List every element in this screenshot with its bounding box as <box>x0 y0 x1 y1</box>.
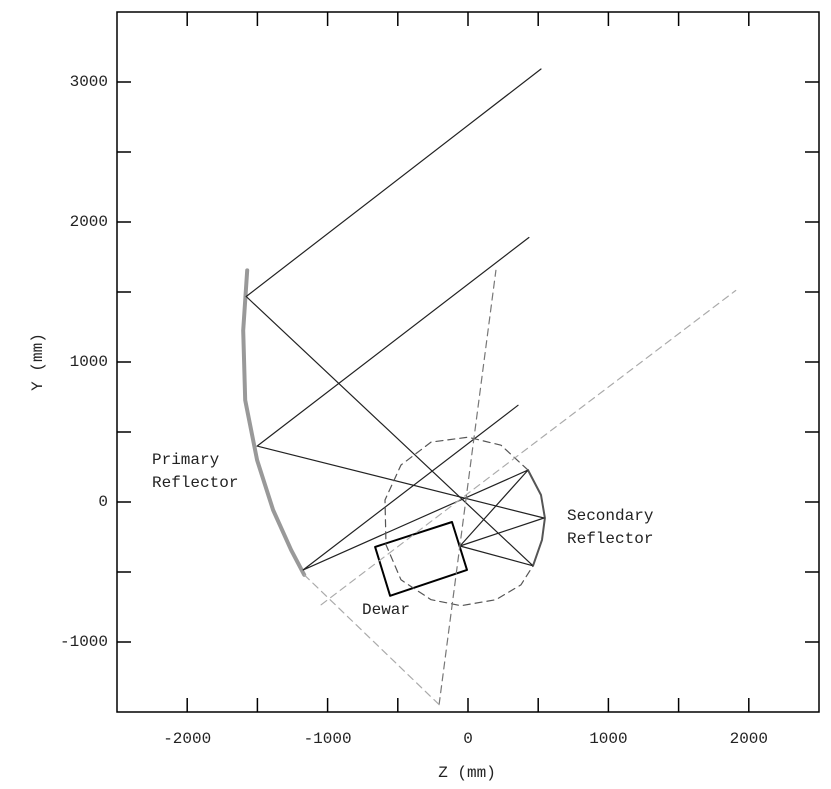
x-tick-label: 0 <box>463 730 473 748</box>
series-line <box>245 68 542 567</box>
annotation: Primary <box>152 451 220 469</box>
series-line <box>302 404 529 571</box>
series-line <box>384 436 534 607</box>
series-line <box>241 268 307 577</box>
plot-frame <box>116 11 820 713</box>
annotation: Reflector <box>152 474 238 492</box>
series-line <box>438 269 497 706</box>
y-tick-label: -1000 <box>60 633 108 651</box>
annotation: Dewar <box>362 601 410 619</box>
x-axis-label: Z (mm) <box>438 764 496 782</box>
series-line <box>527 469 546 567</box>
series-line <box>374 521 468 597</box>
series-line <box>320 289 737 606</box>
y-axis-label: Y (mm) <box>29 333 47 391</box>
annotation: Secondary <box>567 507 654 525</box>
y-tick-label: 0 <box>98 493 108 511</box>
x-tick-label: -2000 <box>163 730 211 748</box>
x-tick-label: 2000 <box>730 730 768 748</box>
annotation: Reflector <box>567 530 653 548</box>
y-tick-label: 1000 <box>70 353 108 371</box>
x-tick-label: 1000 <box>589 730 627 748</box>
series-line <box>303 574 440 706</box>
y-tick-label: 2000 <box>70 213 108 231</box>
y-tick-label: 3000 <box>70 73 108 91</box>
series-line <box>256 236 545 547</box>
x-tick-label: -1000 <box>304 730 352 748</box>
